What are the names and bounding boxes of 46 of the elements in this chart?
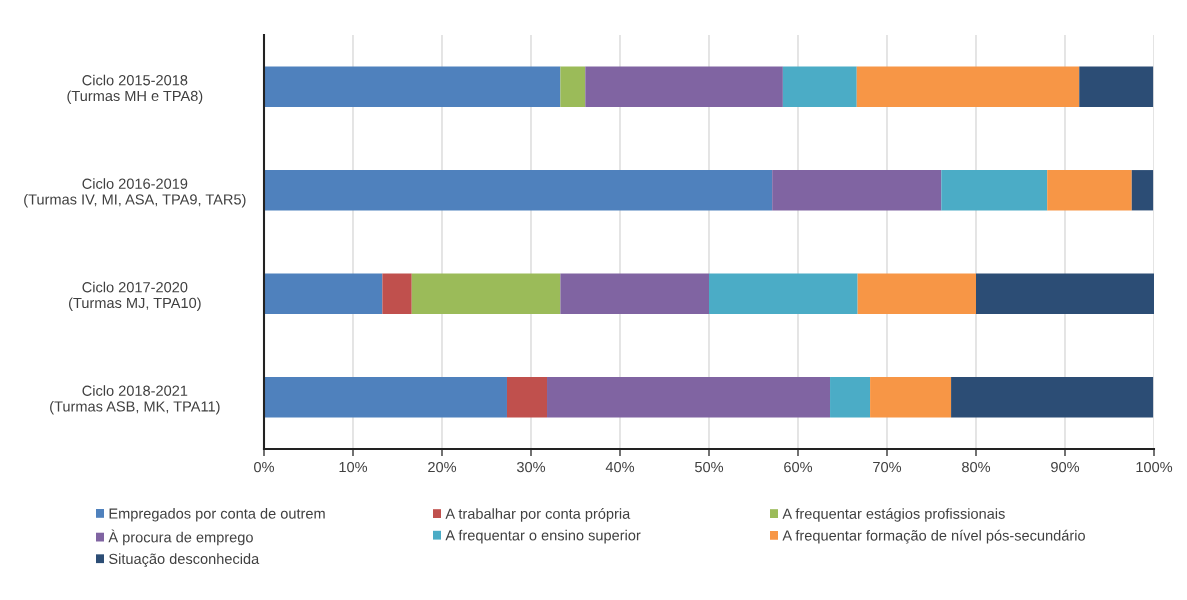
bar bbox=[560, 66, 586, 107]
bar bbox=[264, 66, 561, 107]
bar bbox=[941, 170, 1048, 211]
y-tick-label: Ciclo 2017-2020 (Turmas MJ, TPA10) bbox=[69, 281, 201, 311]
bar bbox=[870, 377, 952, 418]
bar bbox=[585, 66, 783, 107]
bar bbox=[830, 377, 871, 418]
bar bbox=[782, 66, 857, 107]
legend-label: À procura de emprego bbox=[108, 529, 253, 546]
bar bbox=[976, 273, 1154, 314]
legend-label: Empregados por conta de outrem bbox=[109, 508, 325, 522]
bar bbox=[264, 170, 773, 211]
x-tick-label: 70% bbox=[873, 461, 902, 473]
bar bbox=[1047, 170, 1132, 211]
y-tick-label: Ciclo 2016-2019 (Turmas IV, MI, ASA, TPA9, TAR5) bbox=[24, 178, 246, 208]
bar bbox=[264, 273, 383, 314]
x-tick-label: 100% bbox=[1136, 461, 1173, 473]
bar bbox=[411, 273, 561, 314]
legend-label: Situação desconhecida bbox=[109, 553, 260, 567]
x-tick-label: 10% bbox=[339, 461, 368, 473]
x-tick-label: 0% bbox=[254, 461, 275, 473]
bar bbox=[856, 66, 1080, 107]
bar bbox=[547, 377, 831, 418]
bar bbox=[1079, 66, 1154, 107]
x-tick-label: 40% bbox=[605, 461, 635, 473]
bar bbox=[951, 377, 1154, 418]
bar bbox=[264, 377, 507, 418]
legend-label: A frequentar o ensino superior bbox=[445, 529, 641, 544]
legend-label: A frequentar formação de nível pós-secundário bbox=[782, 529, 1085, 544]
x-tick-label: 30% bbox=[516, 461, 546, 473]
y-tick-label: Ciclo 2015-2018 (Turmas MH e TPA8) bbox=[67, 74, 203, 104]
bar bbox=[772, 170, 942, 211]
bar bbox=[382, 273, 412, 314]
bar bbox=[709, 273, 858, 314]
x-tick-label: 90% bbox=[1051, 461, 1080, 473]
legend-label: A trabalhar por conta própria bbox=[445, 508, 631, 522]
x-tick-label: 50% bbox=[694, 461, 724, 473]
y-tick-label: Ciclo 2018-2021 (Turmas ASB, MK, TPA11) bbox=[50, 385, 220, 415]
bar bbox=[1131, 170, 1154, 211]
x-tick-label: 60% bbox=[784, 461, 813, 473]
legend-label: A frequentar estágios profissionais bbox=[782, 508, 1005, 522]
bar bbox=[857, 273, 976, 314]
bar bbox=[560, 273, 709, 314]
x-tick-label: 80% bbox=[962, 461, 991, 473]
x-tick-label: 20% bbox=[428, 461, 457, 473]
bar bbox=[506, 377, 548, 418]
